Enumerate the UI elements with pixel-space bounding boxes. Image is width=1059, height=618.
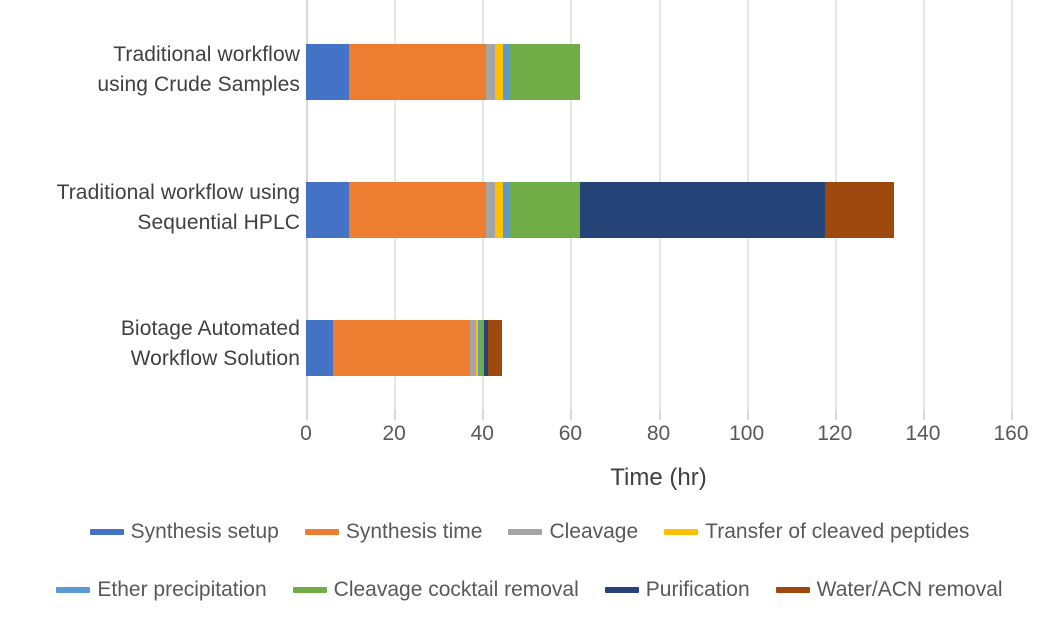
category-label-line: using Crude Samples	[97, 73, 300, 96]
bar-segment[interactable]	[333, 320, 470, 376]
legend-item[interactable]: Cleavage	[508, 520, 638, 544]
x-tick-label: 0	[300, 422, 312, 445]
x-tick-mark	[570, 410, 573, 420]
legend-swatch-icon	[304, 529, 339, 535]
x-tick-label: 120	[817, 422, 853, 445]
bar-row[interactable]	[306, 44, 581, 100]
bar-segment[interactable]	[495, 44, 503, 100]
bar-segment[interactable]	[469, 320, 476, 376]
legend-item[interactable]: Synthesis time	[304, 520, 483, 544]
bar-segment[interactable]	[477, 320, 480, 376]
category-label-line: Biotage Automated	[120, 317, 300, 340]
legend-label: Synthesis time	[345, 520, 483, 543]
x-tick-mark	[834, 410, 837, 420]
legend-item[interactable]: Cleavage cocktail removal	[292, 578, 579, 602]
legend-item[interactable]: Synthesis setup	[89, 520, 279, 544]
legend-swatch-icon	[775, 587, 810, 593]
bar-segment[interactable]	[485, 44, 496, 100]
legend-item[interactable]: Purification	[604, 578, 750, 602]
legend-swatch-icon	[89, 529, 124, 535]
legend-swatch-icon	[292, 587, 327, 593]
bar-segment[interactable]	[502, 182, 510, 238]
bar-row[interactable]	[306, 320, 502, 376]
bar-segment[interactable]	[495, 182, 503, 238]
bar-segment[interactable]	[349, 44, 486, 100]
gridline-140	[922, 0, 925, 410]
bar-row[interactable]	[306, 182, 894, 238]
bar-segment[interactable]	[580, 182, 826, 238]
bar-segment[interactable]	[479, 320, 484, 376]
bar-segment[interactable]	[502, 44, 510, 100]
x-tick-label: 80	[646, 422, 671, 445]
bar-segment[interactable]	[485, 182, 496, 238]
category-label: Biotage Automated Workflow Solution	[0, 314, 300, 374]
bar-segment[interactable]	[488, 320, 502, 376]
legend-row-1: Synthesis setup Synthesis time Cleavage Tra…	[0, 512, 1059, 552]
legend-label: Synthesis setup	[130, 520, 279, 543]
x-tick-label: 140	[905, 422, 941, 445]
bar-segment[interactable]	[509, 44, 581, 100]
category-label: Traditional workflow using Crude Samples	[0, 40, 300, 100]
bar-segment[interactable]	[825, 182, 894, 238]
legend-label: Cleavage cocktail removal	[333, 578, 579, 601]
x-tick-label: 160	[993, 422, 1029, 445]
legend-item[interactable]: Ether precipitation	[56, 578, 267, 602]
bar-segment[interactable]	[475, 320, 478, 376]
plot-area	[306, 0, 1013, 410]
legend-swatch-icon	[604, 587, 639, 593]
category-label-line: Sequential HPLC	[137, 211, 300, 234]
legend-label: Water/ACN removal	[816, 578, 1003, 601]
x-tick-mark	[394, 410, 397, 420]
bar-segment[interactable]	[306, 182, 350, 238]
category-label-line: Workflow Solution	[130, 347, 300, 370]
bar-segment[interactable]	[509, 182, 581, 238]
x-tick-mark	[658, 410, 661, 420]
bar-segment[interactable]	[483, 320, 489, 376]
legend-swatch-icon	[664, 529, 699, 535]
bar-segment[interactable]	[306, 44, 350, 100]
category-label-line: Traditional workflow using	[56, 181, 300, 204]
x-tick-mark	[482, 410, 485, 420]
legend-swatch-icon	[56, 587, 91, 593]
gridline-160	[1011, 0, 1013, 410]
bar-segment[interactable]	[349, 182, 486, 238]
x-tick-mark	[1011, 410, 1013, 420]
x-tick-mark	[306, 410, 308, 420]
x-tick-label: 20	[382, 422, 406, 445]
legend-item[interactable]: Water/ACN removal	[775, 578, 1003, 602]
x-tick-label: 40	[470, 422, 494, 445]
legend-label: Transfer of cleaved peptides	[705, 520, 970, 543]
category-label: Traditional workflow using Sequential HPL…	[0, 178, 300, 238]
x-axis-title: Time (hr)	[610, 464, 707, 491]
legend-item[interactable]: Transfer of cleaved peptides	[664, 520, 969, 544]
x-tick-label: 100	[729, 422, 765, 445]
bar-segment[interactable]	[306, 320, 334, 376]
legend-row-2: Ether precipitation Cleavage cocktail rem…	[0, 570, 1059, 610]
x-tick-label: 60	[558, 422, 583, 445]
legend-label: Ether precipitation	[97, 578, 267, 601]
legend-label: Purification	[645, 578, 750, 601]
legend-label: Cleavage	[549, 520, 639, 543]
x-tick-mark	[922, 410, 925, 420]
category-label-line: Traditional workflow	[113, 43, 300, 66]
legend-swatch-icon	[508, 529, 543, 535]
x-tick-mark	[746, 410, 749, 420]
